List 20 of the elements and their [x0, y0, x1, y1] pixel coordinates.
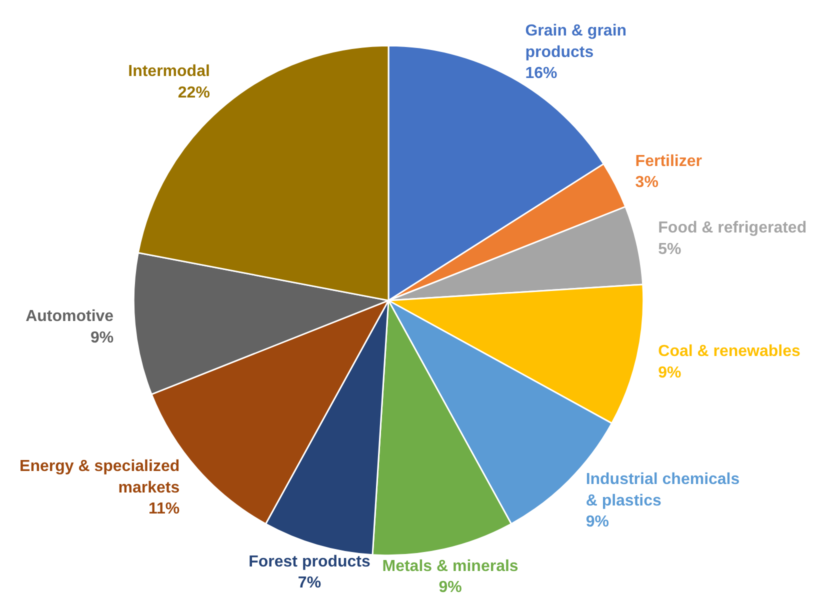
data-label: 11% — [148, 500, 180, 518]
data-label: 9% — [586, 514, 609, 531]
data-label: 5% — [658, 240, 682, 258]
data-label: 22% — [178, 84, 210, 102]
slice-label: Fertilizer — [635, 152, 702, 170]
data-label: 3% — [635, 174, 658, 192]
slice-label: Industrial chemicals & plastics — [586, 471, 740, 510]
slice-label: Energy & specialized markets — [20, 458, 180, 496]
data-label: 9% — [90, 329, 114, 346]
slice-label: Grain & grain products — [525, 22, 627, 61]
data-label: 16% — [525, 65, 558, 82]
slice-label: Coal & renewables — [658, 343, 801, 360]
data-label: 9% — [658, 364, 682, 382]
slice-label: Food & refrigerated — [658, 220, 807, 237]
data-label: 7% — [298, 574, 322, 592]
slice-label: Automotive — [26, 308, 114, 326]
slice-label: Forest products — [248, 553, 370, 570]
slice-label: Metals & minerals — [382, 558, 518, 575]
data-label: 9% — [438, 579, 462, 596]
slice-label: Intermodal — [128, 63, 210, 80]
